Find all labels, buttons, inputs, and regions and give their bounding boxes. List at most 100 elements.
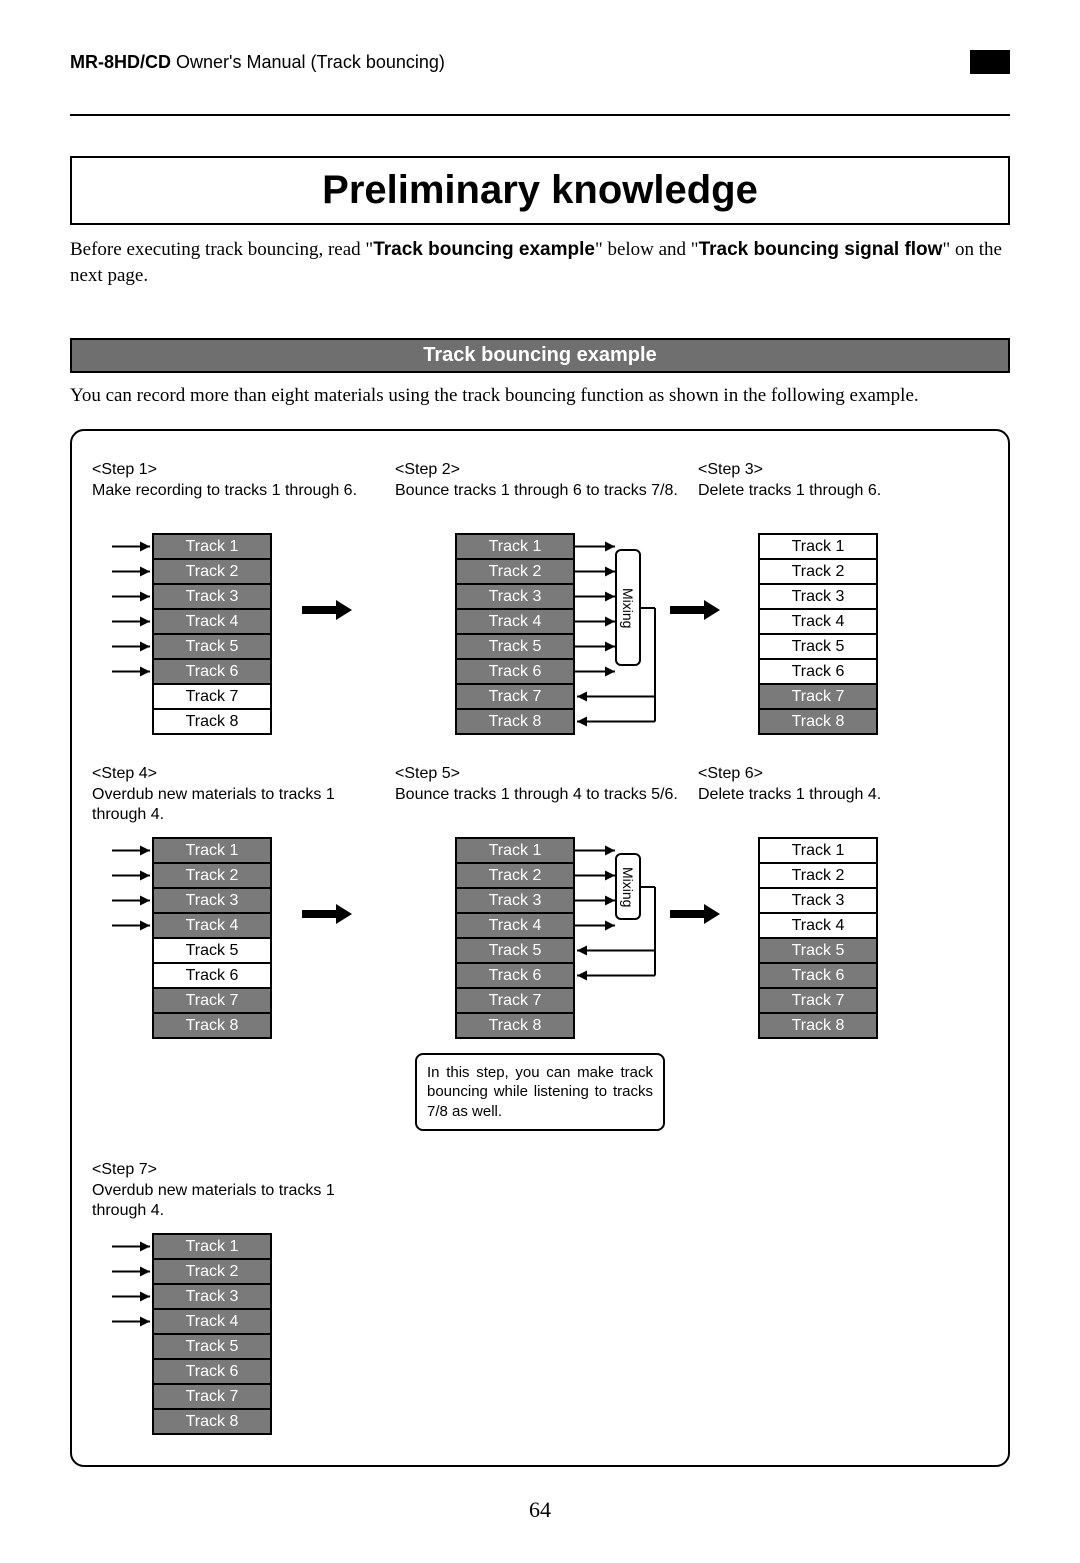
track-cell: Track 6 [152, 1360, 272, 1385]
intro-text-2: " below and " [595, 239, 699, 260]
track-cell: Track 2 [152, 864, 272, 889]
track-stack: Track 1Track 2Track 3Track 4Track 5Track… [758, 533, 878, 735]
track-cell: Track 7 [455, 685, 575, 710]
step-cell: <Step 5>Bounce tracks 1 through 4 to tra… [395, 765, 685, 1132]
step-caption: Overdub new materials to tracks 1 throug… [92, 785, 382, 825]
track-cell: Track 2 [455, 560, 575, 585]
step-note: In this step, you can make track bouncin… [415, 1053, 665, 1132]
track-cell: Track 4 [758, 610, 878, 635]
track-cell: Track 4 [455, 914, 575, 939]
track-diagram: Track 1Track 2Track 3Track 4Track 5Track… [92, 1233, 382, 1435]
track-cell: Track 6 [758, 660, 878, 685]
diagram-frame: <Step 1> Make recording to tracks 1 throu… [70, 429, 1010, 1468]
track-stack: Track 1Track 2Track 3Track 4Track 5Track… [152, 837, 272, 1039]
track-cell: Track 8 [152, 710, 272, 735]
track-cell: Track 3 [152, 889, 272, 914]
intro-text-1: Before executing track bouncing, read " [70, 239, 373, 260]
track-diagram: Track 1Track 2Track 3Track 4Track 5Track… [395, 533, 685, 735]
track-cell: Track 4 [152, 914, 272, 939]
track-cell: Track 3 [455, 889, 575, 914]
track-cell: Track 4 [455, 610, 575, 635]
track-cell: Track 6 [455, 660, 575, 685]
section-banner: Track bouncing example [70, 338, 1010, 373]
track-cell: Track 3 [152, 585, 272, 610]
track-cell: Track 2 [152, 560, 272, 585]
diagram-row: <Step 7> Overdub new materials to tracks … [92, 1161, 988, 1435]
page-number: 64 [70, 1497, 1010, 1523]
step-header: <Step 7> [92, 1161, 382, 1179]
flow-arrow-icon [302, 600, 352, 620]
step-caption: Overdub new materials to tracks 1 throug… [92, 1181, 382, 1221]
track-cell: Track 3 [758, 585, 878, 610]
product-name: MR-8HD/CD [70, 52, 171, 72]
track-cell: Track 7 [455, 989, 575, 1014]
track-cell: Track 3 [758, 889, 878, 914]
intro-paragraph: Before executing track bouncing, read "T… [70, 237, 1010, 288]
step-cell: <Step 3> Delete tracks 1 through 6. Track … [698, 461, 988, 735]
track-cell: Track 5 [152, 1335, 272, 1360]
track-cell: Track 6 [758, 964, 878, 989]
track-cell: Track 5 [152, 939, 272, 964]
track-cell: Track 1 [152, 1235, 272, 1260]
track-cell: Track 1 [152, 535, 272, 560]
track-cell: Track 8 [455, 1014, 575, 1039]
mixing-label: Mixing [620, 867, 636, 907]
track-cell: Track 6 [455, 964, 575, 989]
track-cell: Track 4 [758, 914, 878, 939]
mixing-label: Mixing [620, 588, 636, 628]
track-stack: Track 1Track 2Track 3Track 4Track 5Track… [455, 837, 575, 1039]
page-title: Preliminary knowledge [72, 168, 1008, 213]
step-caption: Delete tracks 1 through 4. [698, 785, 988, 825]
track-cell: Track 4 [152, 1310, 272, 1335]
track-cell: Track 5 [758, 939, 878, 964]
track-cell: Track 1 [152, 839, 272, 864]
track-cell: Track 5 [455, 635, 575, 660]
track-stack: Track 1Track 2Track 3Track 4Track 5Track… [455, 533, 575, 735]
page-header-text: MR-8HD/CD Owner's Manual (Track bouncing… [70, 52, 960, 73]
step-cell: <Step 7> Overdub new materials to tracks … [92, 1161, 382, 1435]
title-frame: Preliminary knowledge [70, 156, 1010, 225]
track-cell: Track 8 [758, 710, 878, 735]
step-header: <Step 3> [698, 461, 988, 479]
step-caption: Delete tracks 1 through 6. [698, 481, 988, 521]
track-diagram: Track 1Track 2Track 3Track 4Track 5 Track… [92, 533, 382, 735]
track-cell: Track 8 [455, 710, 575, 735]
intro-bold-1: Track bouncing example [373, 239, 595, 260]
track-diagram: Track 1Track 2Track 3Track 4Track 5Track… [92, 837, 382, 1039]
track-cell: Track 7 [758, 989, 878, 1014]
track-cell: Track 4 [152, 610, 272, 635]
track-cell: Track 5 [455, 939, 575, 964]
track-diagram: Track 1Track 2Track 3Track 4Track 5Track… [395, 837, 685, 1039]
step-cell: <Step 2> Bounce tracks 1 through 6 to tra… [395, 461, 685, 735]
track-cell: Track 7 [758, 685, 878, 710]
step-header: <Step 1> [92, 461, 382, 479]
manual-section: Owner's Manual (Track bouncing) [171, 52, 445, 72]
track-cell: Track 7 [152, 1385, 272, 1410]
track-cell: Track 5 [152, 635, 272, 660]
mixing-box: Mixing [615, 853, 641, 920]
track-cell: Track 2 [152, 1260, 272, 1285]
diagram-row: <Step 4> Overdub new materials to tracks … [92, 765, 988, 1132]
track-cell: Track 2 [455, 864, 575, 889]
step-caption: Bounce tracks 1 through 6 to tracks 7/8. [395, 481, 685, 521]
track-cell: Track 3 [455, 585, 575, 610]
step-header: <Step 2> [395, 461, 685, 479]
manual-page: MR-8HD/CD Owner's Manual (Track bouncing… [0, 0, 1080, 1563]
step-header: <Step 6> [698, 765, 988, 783]
intro-bold-2: Track bouncing signal flow [699, 239, 943, 260]
step-caption: Make recording to tracks 1 through 6. [92, 481, 382, 521]
track-cell: Track 5 [758, 635, 878, 660]
page-header-bar: MR-8HD/CD Owner's Manual (Track bouncing… [70, 50, 1010, 74]
track-cell: Track 1 [455, 535, 575, 560]
track-cell: Track 6 [152, 964, 272, 989]
mixing-box: Mixing [615, 549, 641, 666]
track-cell: Track 8 [152, 1410, 272, 1435]
track-cell: Track 1 [758, 839, 878, 864]
diagram-row: <Step 1> Make recording to tracks 1 throu… [92, 461, 988, 735]
track-diagram: Track 1Track 2Track 3Track 4Track 5Track… [698, 533, 988, 735]
track-cell: Track 2 [758, 560, 878, 585]
step-header: <Step 4> [92, 765, 382, 783]
track-stack: Track 1Track 2Track 3Track 4Track 5 Track… [152, 533, 272, 735]
track-cell: Track 8 [758, 1014, 878, 1039]
track-cell: Track 7 [152, 685, 272, 710]
